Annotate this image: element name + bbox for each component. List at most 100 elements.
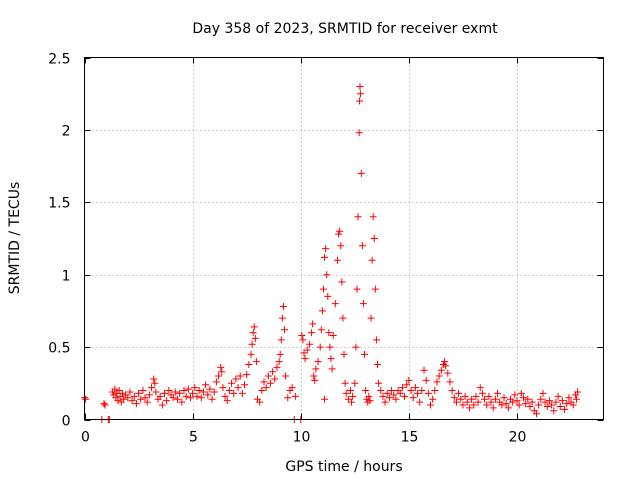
x-tick-label: 20: [509, 430, 527, 446]
data-point: [260, 378, 268, 386]
data-point: [251, 334, 259, 342]
data-point: [82, 395, 90, 403]
data-point: [524, 395, 532, 403]
data-point: [359, 300, 367, 308]
data-point: [291, 392, 299, 400]
data-point: [346, 387, 354, 395]
data-point: [356, 97, 364, 105]
data-point: [158, 401, 166, 409]
data-point: [515, 401, 523, 409]
data-point: [481, 395, 489, 403]
data-point: [509, 398, 517, 406]
y-tick-label: 2.5: [48, 52, 70, 68]
data-point: [277, 336, 285, 344]
data-point: [385, 394, 393, 402]
data-point: [574, 388, 582, 396]
data-point: [485, 392, 493, 400]
data-point: [548, 401, 556, 409]
data-point: [487, 398, 495, 406]
data-point: [337, 242, 345, 250]
data-point: [317, 326, 325, 334]
data-point: [561, 405, 569, 413]
data-point: [314, 358, 322, 366]
data-point: [455, 389, 463, 397]
data-point: [424, 389, 432, 397]
data-point: [336, 227, 344, 235]
data-point: [390, 391, 398, 399]
data-point: [355, 129, 363, 137]
data-point: [442, 362, 450, 370]
data-point: [500, 394, 508, 402]
data-point: [539, 389, 547, 397]
data-point: [371, 285, 379, 293]
data-point: [356, 90, 364, 98]
data-point: [329, 332, 337, 340]
data-point: [243, 371, 251, 379]
data-point: [528, 398, 536, 406]
data-point: [474, 398, 482, 406]
data-point: [435, 372, 443, 380]
data-point: [357, 169, 365, 177]
x-axis-label: GPS time / hours: [285, 459, 402, 475]
data-point: [228, 379, 236, 387]
data-point: [230, 389, 238, 397]
data-point: [444, 369, 452, 377]
data-point: [206, 385, 214, 393]
data-point: [403, 381, 411, 389]
data-point: [139, 387, 147, 395]
data-point: [178, 398, 186, 406]
data-point: [340, 350, 348, 358]
data-point: [554, 392, 562, 400]
data-point: [276, 350, 284, 358]
data-point: [319, 285, 327, 293]
data-point: [197, 394, 205, 402]
data-point: [124, 394, 132, 402]
data-point: [143, 398, 151, 406]
grid-lines: [84, 57, 604, 420]
data-point: [326, 343, 334, 351]
data-point: [273, 363, 281, 371]
x-tick-label: 0: [81, 430, 90, 446]
data-point: [309, 320, 317, 328]
data-point: [269, 368, 277, 376]
y-tick-labels: 0 0.5 1 1.5 2 2.5: [48, 52, 70, 430]
data-point: [115, 387, 123, 395]
data-point: [351, 379, 359, 387]
data-point: [264, 372, 272, 380]
data-point: [132, 400, 140, 408]
data-point: [334, 256, 342, 264]
data-point: [398, 384, 406, 392]
data-point: [379, 392, 387, 400]
data-point: [461, 392, 469, 400]
data-point: [256, 398, 264, 406]
data-point: [368, 256, 376, 264]
data-point: [517, 389, 525, 397]
data-point: [171, 388, 179, 396]
data-point: [392, 395, 400, 403]
data-point: [494, 389, 502, 397]
data-point: [441, 358, 449, 366]
data-point: [352, 343, 360, 351]
data-point: [126, 388, 134, 396]
data-point: [282, 372, 290, 380]
data-point: [128, 397, 136, 405]
data-point: [241, 381, 249, 389]
data-point: [169, 394, 177, 402]
data-point: [365, 392, 373, 400]
data-point: [114, 397, 122, 405]
data-point: [416, 398, 424, 406]
data-point: [248, 340, 256, 348]
data-point: [437, 366, 445, 374]
data-point: [100, 400, 108, 408]
data-point: [366, 397, 374, 405]
data-point: [252, 358, 260, 366]
data-point: [569, 401, 577, 409]
data-point: [250, 323, 258, 331]
data-point: [342, 389, 350, 397]
data-point: [275, 358, 283, 366]
data-point: [338, 278, 346, 286]
data-point: [238, 389, 246, 397]
data-point: [325, 329, 333, 337]
data-point: [446, 378, 454, 386]
